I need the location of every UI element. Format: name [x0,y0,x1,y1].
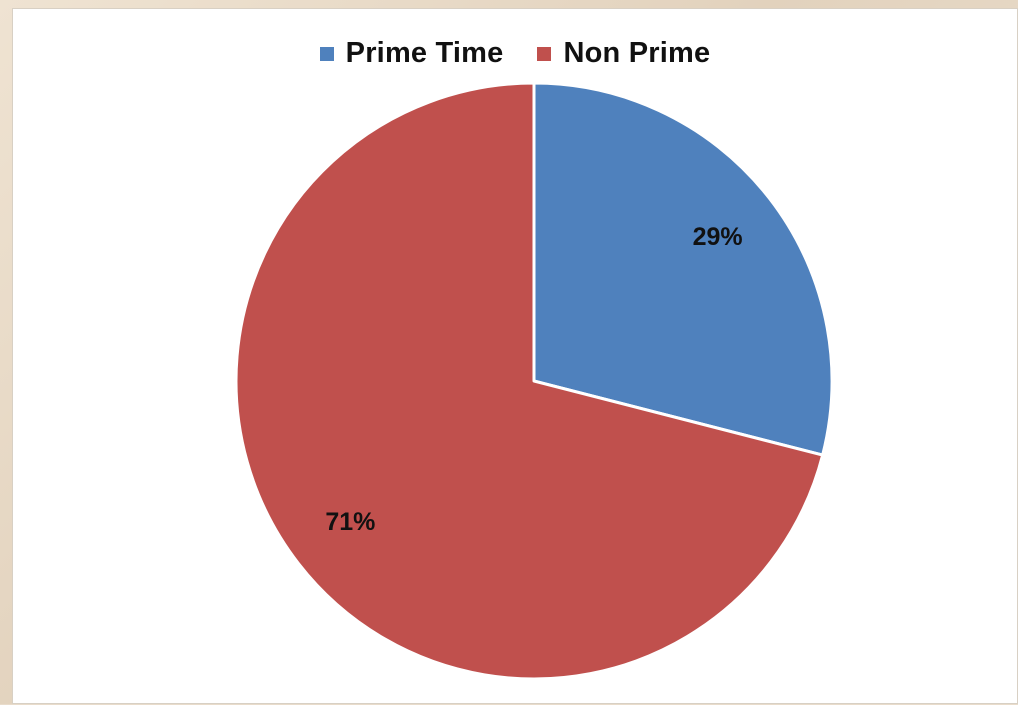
legend-label-prime-time: Prime Time [345,37,504,69]
pie-slice-non-prime [234,81,825,681]
pie-chart: 29% 71% [234,81,834,681]
chart-legend: Prime Time Non Prime [13,37,1017,70]
chart-panel: Prime Time Non Prime 29% 71% [12,8,1018,704]
data-label-prime-time: 29% [693,223,743,251]
legend-swatch-prime-time [319,46,334,61]
legend-item-non-prime: Non Prime [537,37,710,70]
legend-item-prime-time: Prime Time [319,37,504,70]
data-label-non-prime: 71% [325,508,375,536]
legend-label-non-prime: Non Prime [563,37,711,69]
pie-slice-prime-time [532,81,834,457]
legend-swatch-non-prime [537,46,552,61]
